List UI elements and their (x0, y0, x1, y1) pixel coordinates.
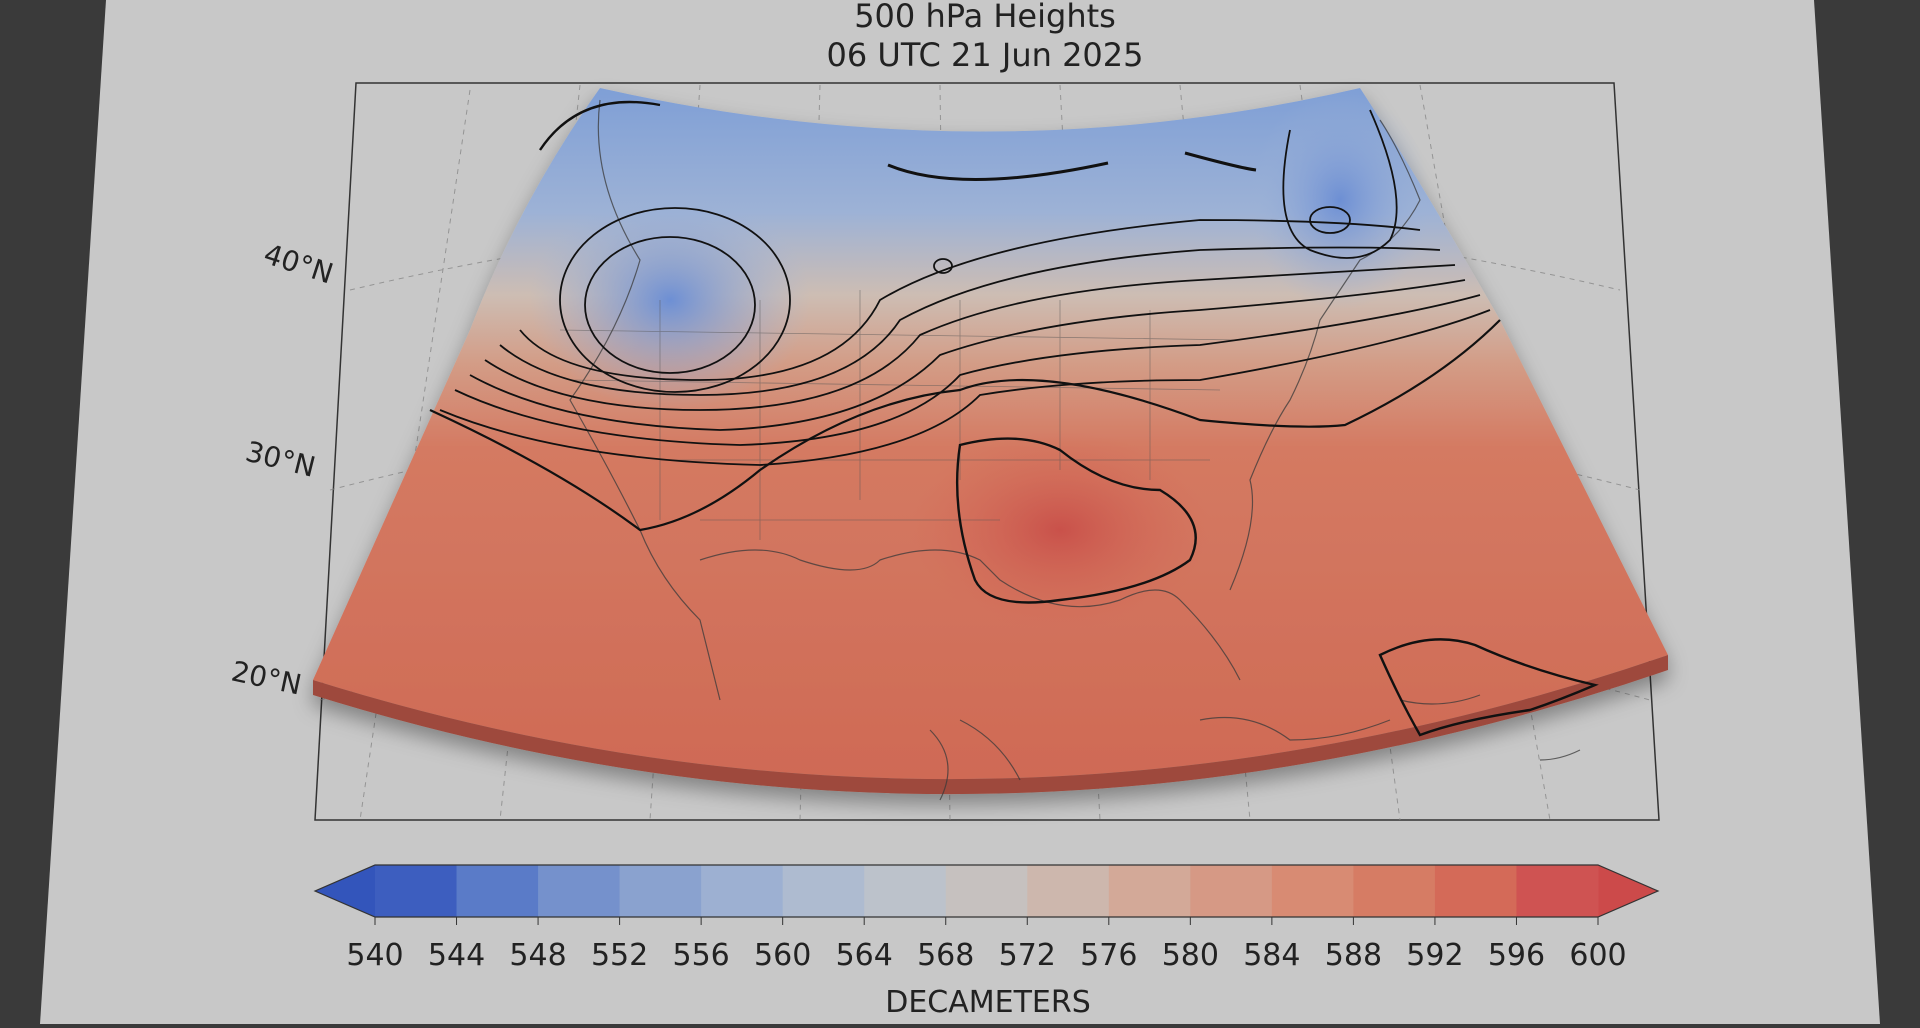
colorbar-tick-label: 592 (1406, 938, 1463, 973)
colorbar-segment (375, 865, 458, 917)
colorbar-tick-label: 596 (1488, 938, 1545, 973)
colorbar-segment (945, 865, 1028, 917)
colorbar-segment (782, 865, 865, 917)
colorbar-segment (1108, 865, 1191, 917)
colorbar-extend-low (315, 865, 375, 917)
colorbar-segment (538, 865, 621, 917)
colorbar-segment (701, 865, 784, 917)
colorbar-segment (619, 865, 702, 917)
colorbar-tick-label: 548 (509, 938, 566, 973)
shade-low-east (1250, 90, 1430, 310)
colorbar-segment (1271, 865, 1354, 917)
colorbar-segment (456, 865, 539, 917)
colorbar-tick-label: 552 (591, 938, 648, 973)
shade-low-west (530, 190, 810, 410)
figure-title-line2: 06 UTC 21 Jun 2025 (827, 36, 1144, 74)
figure-title-line1: 500 hPa Heights (854, 0, 1116, 35)
colorbar-tick-label: 576 (1080, 938, 1137, 973)
colorbar-tick-label: 568 (917, 938, 974, 973)
colorbar-extend-high (1598, 865, 1658, 917)
colorbar-segment (1190, 865, 1273, 917)
colorbar-tick-label: 584 (1243, 938, 1300, 973)
colorbar-tick-label: 588 (1325, 938, 1382, 973)
coastlines (569, 99, 1581, 801)
colorbar-tick-label: 544 (428, 938, 485, 973)
shade-high-south (910, 430, 1210, 630)
colorbar-tick-label: 560 (754, 938, 811, 973)
colorbar-segment (1434, 865, 1517, 917)
height-contours (429, 100, 1599, 737)
colorbar-tick-label: 572 (999, 938, 1056, 973)
colorbar: 540 544 548 552 556 560 564 568 572 576 580 584 588 5… (313, 864, 1660, 973)
colorbar-tick-label: 564 (836, 938, 893, 973)
colorbar-segment (1516, 865, 1599, 917)
colorbar-units-label: DECAMETERS (885, 985, 1091, 1020)
colorbar-segment (1027, 865, 1110, 917)
colorbar-tick-label: 600 (1569, 938, 1626, 973)
colorbar-tick-label: 556 (673, 938, 730, 973)
colorbar-segment (864, 865, 947, 917)
colorbar-segment (1353, 865, 1436, 917)
colorbar-tick-label: 540 (346, 938, 403, 973)
state-borders (559, 290, 1241, 540)
map-frame (314, 82, 1660, 821)
colorbar-tick-label: 580 (1162, 938, 1219, 973)
